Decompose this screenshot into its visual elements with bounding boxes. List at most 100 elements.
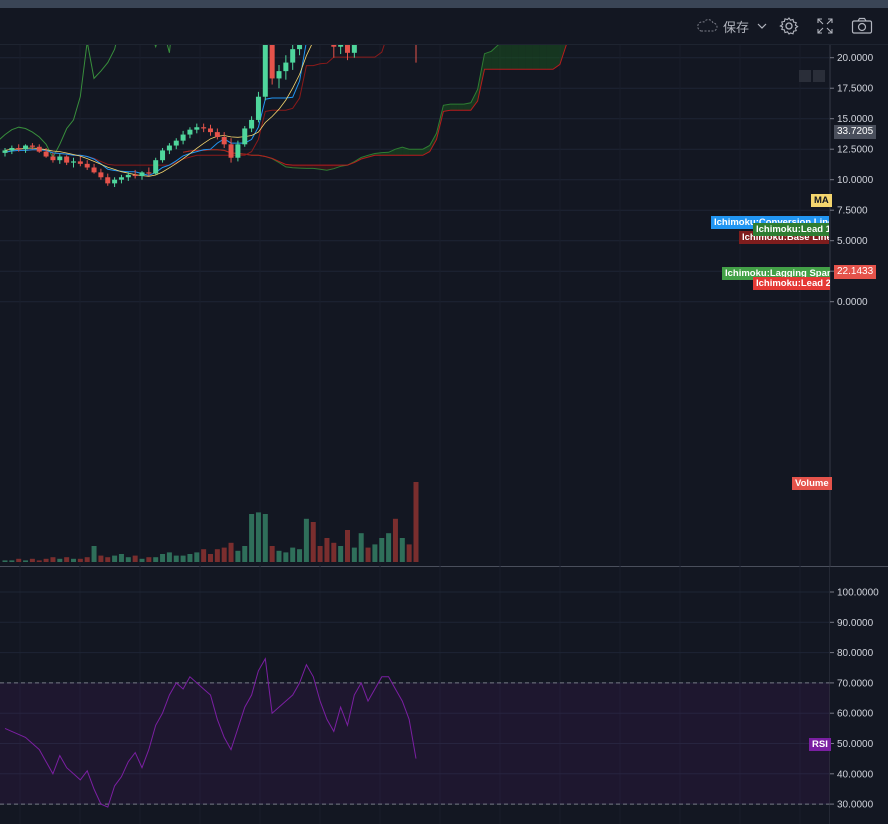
cloud-icon[interactable] [694, 8, 720, 44]
volume-bar [399, 538, 405, 562]
candle-body [262, 45, 268, 97]
cloud-segment [546, 45, 553, 70]
candle-body [132, 174, 138, 177]
volume-bar [112, 555, 118, 562]
candle-body [166, 145, 172, 151]
candle-body [276, 71, 282, 79]
scroll-buttons[interactable] [799, 70, 825, 82]
volume-bar [255, 512, 261, 562]
candle-body [331, 45, 337, 47]
price-tick-label: 12.5000 [837, 145, 874, 156]
cloud-segment [299, 165, 307, 169]
last-price-label: 22.1433 [834, 265, 877, 279]
volume-bar [84, 557, 90, 562]
volume-bar [166, 552, 172, 562]
rsi-tag: RSI [809, 738, 831, 751]
volume-bar [139, 558, 145, 562]
volume-bar [146, 557, 152, 562]
cloud-segment [416, 149, 423, 156]
fullscreen-icon[interactable] [812, 8, 838, 44]
lagging-span-line [0, 45, 171, 159]
scroll-down-icon[interactable] [799, 70, 811, 82]
price-tick-label: 10.0000 [837, 175, 874, 186]
candle-body [255, 96, 261, 120]
indicator-lines [0, 45, 567, 177]
gear-icon[interactable] [776, 8, 802, 44]
rsi-tick-label: 80.0000 [837, 648, 874, 659]
cloud-segment [532, 45, 540, 70]
volume-bar [269, 546, 275, 562]
candle-body [84, 163, 90, 168]
candle-body [208, 128, 213, 133]
candle-body [98, 172, 104, 178]
candle-body [139, 172, 145, 177]
lead1-tag: Ichimoku:Lead 1 [753, 223, 829, 236]
camera-icon[interactable] [848, 8, 876, 44]
rsi-line [4, 657, 417, 808]
rsi-tick-label: 100.0000 [837, 588, 879, 599]
volume-bar [413, 482, 419, 562]
candle-body [338, 45, 344, 47]
ma-line [4, 45, 312, 177]
volume-bar [358, 533, 364, 562]
candle-body [283, 62, 289, 72]
price-tick-label: 15.0000 [837, 114, 874, 125]
rsi-pane-bg [0, 567, 830, 824]
volume-bar [201, 549, 207, 562]
volume-bar [290, 547, 296, 562]
candle-body [105, 177, 111, 184]
candle-body [194, 127, 200, 130]
volume-bar [153, 557, 159, 562]
volume-bar [43, 558, 49, 562]
candle-body [16, 147, 22, 150]
main-pane-bg [0, 45, 830, 566]
candle-body [180, 134, 186, 141]
candle-body [23, 145, 29, 150]
volume-bar [386, 533, 392, 562]
volume-bar [310, 522, 316, 562]
volume-bar [324, 538, 330, 562]
cloud-segment [306, 165, 314, 169]
candle-body [146, 172, 152, 174]
volume-bar [351, 547, 357, 562]
candle-body [57, 156, 63, 161]
chevron-down-icon[interactable] [754, 8, 770, 44]
candle-body [2, 150, 8, 153]
ma-tag: MA [811, 194, 832, 207]
candle-body [228, 144, 234, 158]
volume-bar [303, 518, 309, 562]
rsi-tick-label: 90.0000 [837, 618, 874, 629]
volume-bar [77, 558, 83, 562]
volume-bar [372, 544, 378, 562]
volume-bar [338, 546, 344, 562]
candle-body [351, 45, 357, 53]
chart-toolbar: 保存 [0, 8, 888, 45]
grid-lines [0, 45, 888, 824]
candle-body [36, 146, 42, 152]
candle-body [214, 132, 220, 137]
rsi-band [0, 682, 830, 805]
volume-bar [132, 555, 138, 562]
rsi-axis[interactable]: 100.0000 90.0000 80.0000 70.0000 60.0000 50.0… [830, 567, 888, 824]
volume-bar [208, 554, 213, 562]
rsi-tick-label: 60.0000 [837, 709, 874, 720]
cloud-segment [511, 45, 519, 70]
save-button[interactable]: 保存 [720, 8, 752, 44]
candle-body [201, 127, 207, 129]
window-top-strip [0, 0, 888, 8]
volume-bar [317, 546, 323, 562]
candle-body [50, 156, 56, 161]
volume-bar [214, 549, 220, 562]
cloud-segment [553, 45, 560, 70]
volume-bar [23, 560, 29, 562]
scroll-up-icon[interactable] [813, 70, 825, 82]
volume-bar [365, 547, 371, 562]
cloud-segment [463, 102, 471, 111]
volume-bar [125, 557, 131, 562]
volume-bar [406, 544, 412, 562]
cloud-segment [484, 51, 492, 70]
cloud-segment [388, 149, 396, 156]
candle-body [125, 174, 131, 178]
volume-tag: Volume [792, 477, 832, 490]
chart-canvas[interactable]: 40.000037.500035.000032.500030.000027.50… [0, 45, 888, 824]
